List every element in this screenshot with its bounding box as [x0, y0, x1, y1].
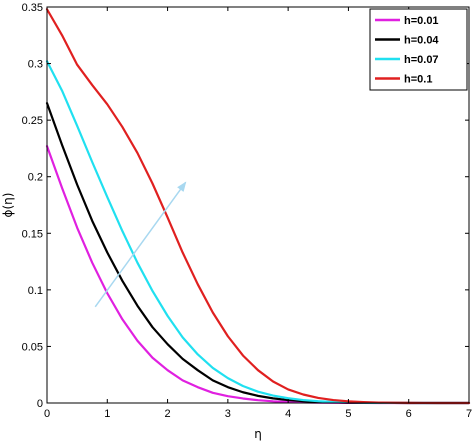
legend-label: h=0.01 — [404, 15, 439, 27]
y-ticks: 0 0.05 0.1 0.15 0.2 0.25 0.3 0.35 — [22, 2, 469, 410]
y-axis-label: ϕ(η) — [1, 193, 15, 218]
x-tick-label: 6 — [406, 408, 412, 420]
x-tick-label: 2 — [165, 408, 171, 420]
legend-entry: h=0.04 — [375, 35, 439, 47]
legend-entry: h=0.1 — [375, 74, 432, 86]
legend-label: h=0.07 — [404, 54, 439, 66]
y-tick-label: 0.1 — [28, 285, 43, 297]
legend: h=0.01 h=0.04 h=0.07 h=0.1 — [369, 8, 468, 91]
trend-arrow — [94, 181, 187, 308]
legend-label: h=0.1 — [404, 74, 432, 86]
x-tick-label: 7 — [466, 408, 472, 420]
x-axis-label: η — [254, 427, 262, 441]
legend-entry: h=0.07 — [375, 54, 439, 66]
y-tick-label: 0.3 — [28, 59, 43, 71]
y-tick-label: 0.05 — [22, 341, 43, 353]
y-tick-label: 0.2 — [28, 172, 43, 184]
y-tick-label: 0.15 — [22, 228, 43, 240]
plot-frame — [46, 6, 470, 404]
y-tick-label: 0.25 — [22, 115, 43, 127]
x-ticks: 0 1 2 3 4 5 6 7 — [44, 7, 472, 420]
x-tick-label: 3 — [225, 408, 231, 420]
x-tick-label: 1 — [104, 408, 110, 420]
legend-box — [369, 8, 468, 91]
y-tick-label: 0 — [37, 398, 43, 410]
legend-label: h=0.04 — [404, 35, 439, 47]
y-tick-label: 0.35 — [22, 2, 43, 14]
x-tick-label: 4 — [285, 408, 291, 420]
x-tick-label: 5 — [345, 408, 351, 420]
legend-entry: h=0.01 — [375, 15, 439, 27]
annotation-layer — [94, 181, 187, 308]
x-tick-label: 0 — [44, 408, 50, 420]
